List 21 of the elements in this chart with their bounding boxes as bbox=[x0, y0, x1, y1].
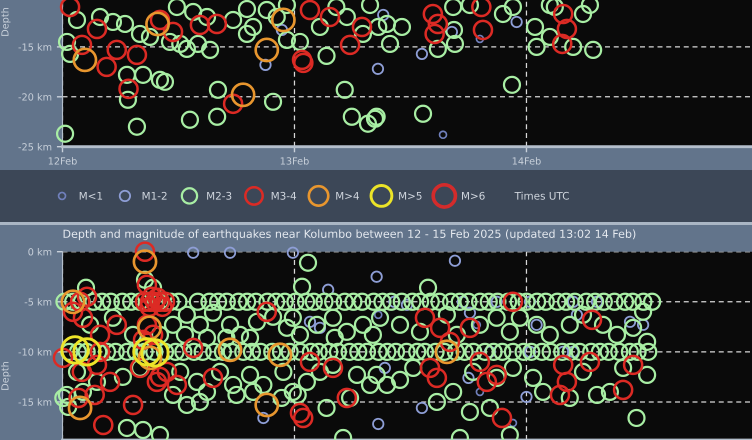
y-tick-label: 0 km bbox=[28, 248, 52, 256]
y-axis-title: Depth bbox=[1, 8, 10, 36]
y-axis-title: Depth bbox=[1, 362, 10, 390]
chart-title: Depth and magnitude of earthquakes near Kolumbo between 12 - 15 Feb 2025 (updated 13:02 14 Feb) bbox=[64, 229, 636, 240]
y-tick-label: -5 km bbox=[24, 298, 52, 306]
y-tick-label: -15 km bbox=[18, 43, 52, 51]
y-tick-label: -25 km bbox=[18, 143, 52, 151]
legend-label: M3-4 bbox=[272, 192, 296, 200]
legend-label: M>6 bbox=[462, 192, 485, 200]
y-tick-label: -10 km bbox=[18, 348, 52, 356]
y-tick-label: -15 km bbox=[18, 398, 52, 406]
legend-label: M<1 bbox=[80, 192, 102, 200]
legend-label: M1-2 bbox=[142, 192, 167, 200]
legend-label: M2-3 bbox=[207, 192, 232, 200]
legend-label: M>4 bbox=[336, 192, 359, 200]
y-tick-label: -20 km bbox=[18, 93, 52, 101]
legend-label: M>5 bbox=[399, 192, 422, 200]
x-tick-label: 14Feb bbox=[512, 157, 541, 165]
x-tick-label: 12Feb bbox=[48, 157, 77, 165]
x-tick-label: 13Feb bbox=[280, 157, 309, 165]
text: Times UTC bbox=[514, 192, 569, 200]
